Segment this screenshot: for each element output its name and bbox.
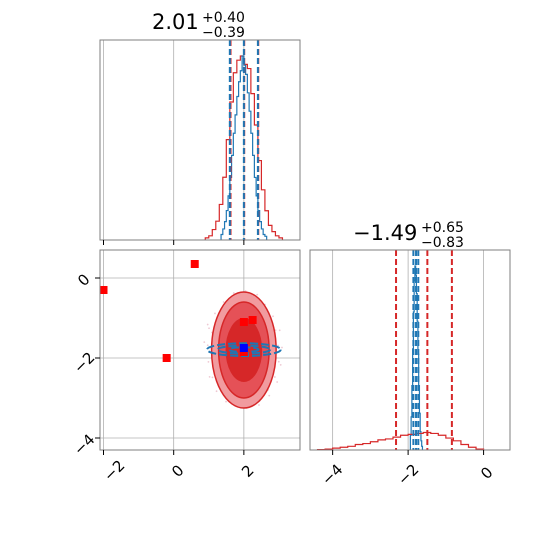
joint-y-tick-label: −4 bbox=[70, 430, 98, 458]
sample-point bbox=[208, 327, 210, 330]
joint-frame bbox=[99, 249, 301, 451]
joint-points bbox=[99, 260, 257, 362]
sample-point bbox=[277, 344, 279, 347]
joint-grid bbox=[100, 250, 300, 450]
marginal2-histograms bbox=[316, 265, 485, 451]
sample-point bbox=[222, 301, 225, 303]
red-square-marker bbox=[248, 316, 257, 324]
sample-point bbox=[276, 381, 279, 383]
sample-point bbox=[268, 394, 271, 397]
joint-y-tick-label: −2 bbox=[70, 348, 98, 376]
joint-x-tick-label: 2 bbox=[238, 461, 257, 480]
marginal2-x-tick-label: 0 bbox=[477, 463, 496, 482]
marginal1-ticks bbox=[103, 240, 245, 245]
marginal2-x-tick-label: −2 bbox=[394, 460, 422, 488]
sample-point bbox=[273, 376, 276, 378]
sample-point bbox=[278, 329, 281, 332]
sample-point bbox=[206, 344, 209, 347]
title-param1-minus: −0.39 bbox=[202, 25, 245, 41]
title-param2-value: −1.49 bbox=[353, 221, 417, 245]
sample-point bbox=[272, 315, 274, 318]
sample-point bbox=[214, 312, 216, 315]
title-param1-plus: +0.40 bbox=[202, 10, 245, 26]
marginal2-grid bbox=[332, 250, 484, 450]
sample-point bbox=[206, 323, 209, 326]
marginal2-x-tick-labels: −4 −2 0 bbox=[318, 460, 496, 488]
sample-point bbox=[277, 360, 280, 363]
histogram-step-line bbox=[409, 265, 424, 450]
marginal1-grid bbox=[103, 40, 245, 240]
red-square-marker bbox=[190, 260, 199, 268]
marginal-panel-param2: −4 −2 0 −1.49 +0.65 −0.83 bbox=[309, 220, 511, 489]
title-param1-value: 2.01 bbox=[152, 10, 199, 34]
joint-x-tick-label: −2 bbox=[100, 456, 128, 484]
joint-x-tick-label: 0 bbox=[168, 461, 187, 480]
sample-point bbox=[256, 293, 259, 296]
sample-point bbox=[203, 341, 206, 344]
blue-square-marker bbox=[239, 344, 248, 352]
sample-point bbox=[207, 360, 210, 363]
sample-point bbox=[258, 404, 260, 406]
red-square-marker bbox=[162, 354, 171, 362]
joint-x-tick-labels: −2 0 2 bbox=[100, 456, 257, 484]
sample-point bbox=[208, 375, 211, 378]
joint-y-tick-labels: 0 −2 −4 bbox=[70, 270, 98, 458]
joint-y-tick-label: 0 bbox=[74, 270, 93, 289]
title-param2-minus: −0.83 bbox=[421, 235, 464, 251]
marginal2-ticks bbox=[332, 450, 485, 455]
sample-point bbox=[279, 364, 282, 366]
red-square-marker bbox=[99, 286, 108, 294]
marginal1-frame bbox=[99, 39, 301, 241]
red-square-marker bbox=[239, 318, 248, 326]
title-param2-plus: +0.65 bbox=[421, 220, 464, 236]
sample-point bbox=[232, 292, 235, 294]
sample-point bbox=[281, 346, 283, 349]
joint-panel: −2 0 2 0 −2 −4 bbox=[70, 249, 301, 485]
marginal2-frame bbox=[309, 249, 511, 451]
marginal2-x-tick-label: −4 bbox=[318, 460, 346, 488]
sample-point bbox=[215, 390, 218, 393]
histogram-step-line bbox=[316, 431, 485, 451]
sample-point bbox=[211, 376, 214, 379]
joint-ticks bbox=[95, 277, 245, 455]
marginal1-quantile-lines bbox=[228, 40, 260, 240]
sample-point bbox=[225, 400, 227, 403]
marginal-panel-param1: 2.01 +0.40 −0.39 bbox=[99, 10, 301, 245]
marginal2-quantile-lines bbox=[395, 250, 453, 450]
